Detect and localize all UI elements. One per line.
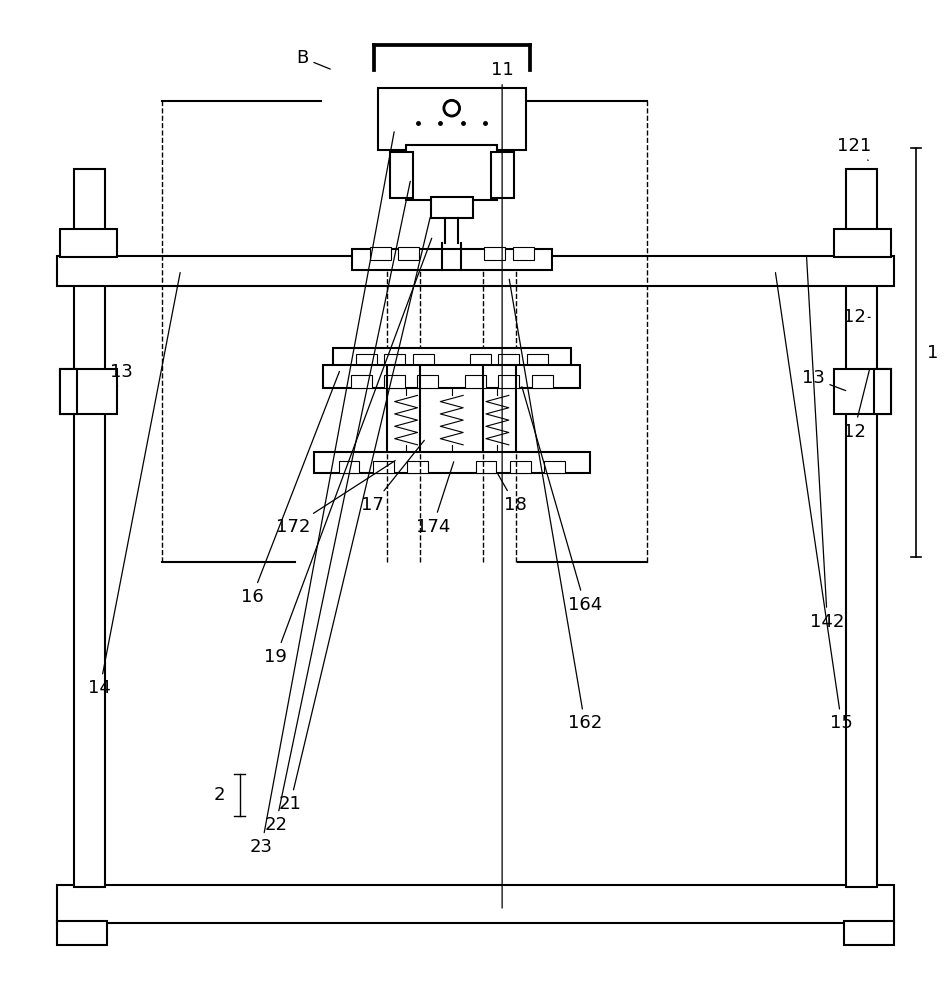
Bar [339,461,359,473]
Text: 23: 23 [250,132,394,856]
Bar [413,354,434,367]
Bar [498,354,519,367]
Bar [398,247,419,260]
Bar [57,921,107,945]
Text: 142: 142 [806,257,844,631]
Text: 164: 164 [522,387,602,614]
Text: 1: 1 [927,344,939,362]
Bar [351,375,372,388]
Bar [532,375,553,388]
Bar [390,152,413,198]
Text: 17: 17 [361,440,424,514]
Text: 15: 15 [775,273,853,732]
Bar [846,169,877,887]
Bar [378,88,526,150]
Bar [60,229,117,257]
Bar [406,145,497,200]
Text: 172: 172 [276,461,396,536]
Circle shape [446,102,457,114]
Bar [60,369,117,414]
Text: 121: 121 [837,137,871,160]
Text: 11: 11 [491,61,514,908]
Text: B: B [297,49,330,69]
Bar [465,375,486,388]
Text: 174: 174 [416,462,454,536]
Bar [384,354,405,367]
Bar [74,169,105,887]
Bar [57,885,894,923]
Bar [417,375,438,388]
Bar [527,354,548,367]
Bar [874,369,891,414]
Text: 12: 12 [843,370,869,441]
Text: 162: 162 [509,279,602,732]
Text: 22: 22 [264,181,410,834]
Text: 19: 19 [264,238,432,666]
Bar [384,375,405,388]
Bar [431,197,473,218]
Bar [370,247,391,260]
Bar [834,229,891,257]
Bar [373,461,394,473]
Text: 13: 13 [110,363,133,389]
Text: 14: 14 [88,273,180,697]
Bar [314,452,590,473]
Bar [844,921,894,945]
Bar [333,348,571,367]
Text: 2: 2 [214,786,225,804]
Text: 13: 13 [802,369,845,391]
Bar [352,249,552,270]
Bar [356,354,377,367]
Bar [60,369,77,414]
Bar [476,461,496,473]
Bar [470,354,491,367]
Bar [484,247,505,260]
Text: 21: 21 [279,217,430,813]
Bar [513,247,534,260]
Bar [323,365,580,388]
Bar [57,256,894,286]
Bar [834,369,891,414]
Bar [498,375,519,388]
Text: 18: 18 [497,474,527,514]
Text: 16: 16 [241,371,340,606]
Bar [510,461,531,473]
Bar [407,461,428,473]
Circle shape [443,100,460,117]
Text: 12: 12 [843,308,870,326]
Bar [544,461,565,473]
Bar [491,152,514,198]
